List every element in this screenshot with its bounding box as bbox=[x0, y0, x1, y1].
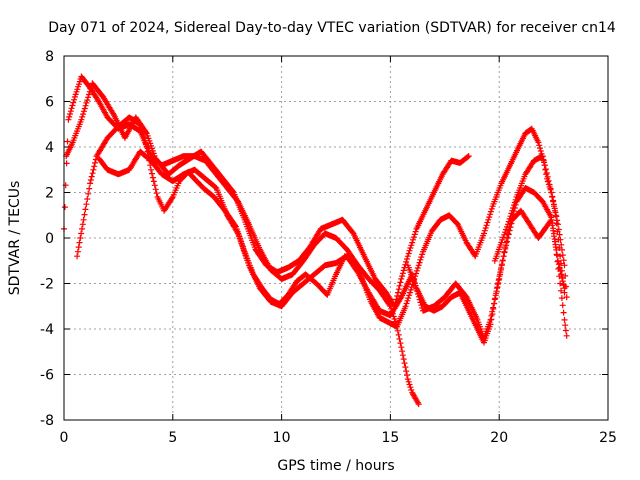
x-tick-label: 15 bbox=[381, 430, 399, 446]
plus-markers bbox=[63, 80, 472, 310]
series-track-2 bbox=[63, 80, 472, 310]
series-track-6 bbox=[491, 153, 568, 296]
x-tick-label: 20 bbox=[490, 430, 508, 446]
x-axis-ticks: 0 5 10 15 20 25 bbox=[60, 56, 617, 446]
y-axis-ticks: -8 -6 -4 -2 0 2 4 6 8 bbox=[40, 49, 608, 429]
y-tick-label: 4 bbox=[45, 140, 54, 156]
plus-markers bbox=[404, 207, 570, 346]
series-track-4 bbox=[95, 148, 568, 342]
y-tick-label: -6 bbox=[40, 368, 54, 384]
y-tick-label: 0 bbox=[45, 231, 54, 247]
y-tick-label: 8 bbox=[45, 49, 54, 65]
y-axis-label: SDTVAR / TECUs bbox=[7, 181, 23, 296]
series-track-5 bbox=[404, 207, 570, 346]
x-tick-label: 5 bbox=[168, 430, 177, 446]
plot-frame bbox=[63, 55, 609, 421]
x-tick-label: 10 bbox=[273, 430, 291, 446]
y-tick-label: 2 bbox=[45, 186, 54, 202]
y-tick-label: -2 bbox=[40, 277, 54, 293]
data-points bbox=[61, 73, 570, 408]
x-tick-label: 0 bbox=[60, 430, 69, 446]
y-tick-label: -8 bbox=[40, 413, 54, 429]
x-tick-label: 25 bbox=[599, 430, 617, 446]
plus-markers bbox=[491, 153, 568, 296]
y-tick-label: 6 bbox=[45, 95, 54, 111]
y-tick-label: -4 bbox=[40, 322, 54, 338]
chart-title: Day 071 of 2024, Sidereal Day-to-day VTE… bbox=[48, 20, 616, 36]
plus-markers bbox=[95, 148, 568, 342]
x-axis-label: GPS time / hours bbox=[277, 458, 394, 474]
